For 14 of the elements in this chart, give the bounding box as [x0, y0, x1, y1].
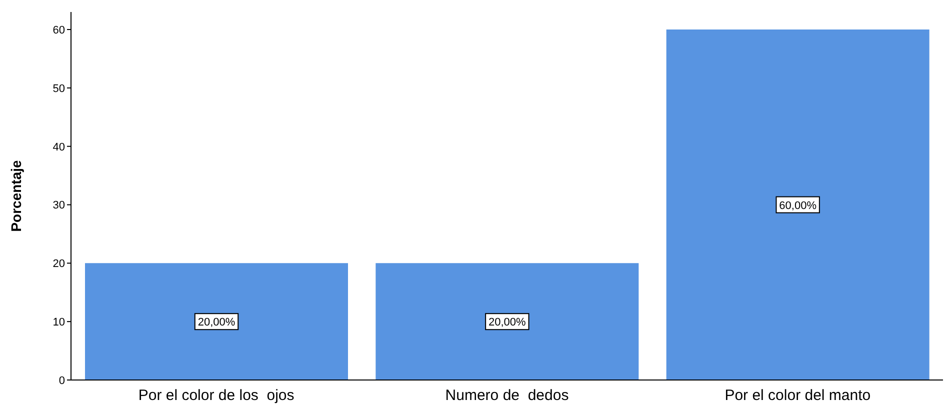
- y-tick-label: 40: [52, 141, 65, 154]
- data-label: 20,00%: [488, 316, 526, 329]
- y-axis-title: Porcentaje: [8, 160, 24, 232]
- y-tick-label: 30: [52, 200, 65, 212]
- x-tick-label: Por el color de los ojos: [138, 387, 294, 404]
- data-label: 20,00%: [198, 316, 236, 329]
- y-tick-label: 50: [52, 82, 65, 95]
- y-tick-label: 10: [52, 316, 65, 328]
- x-tick-label: Numero de dedos: [445, 387, 569, 404]
- y-tick-label: 0: [58, 374, 65, 387]
- y-tick-label: 60: [52, 24, 65, 36]
- x-tick-label: Por el color del manto: [724, 387, 871, 404]
- data-label: 60,00%: [779, 200, 817, 212]
- y-tick-label: 20: [52, 258, 65, 270]
